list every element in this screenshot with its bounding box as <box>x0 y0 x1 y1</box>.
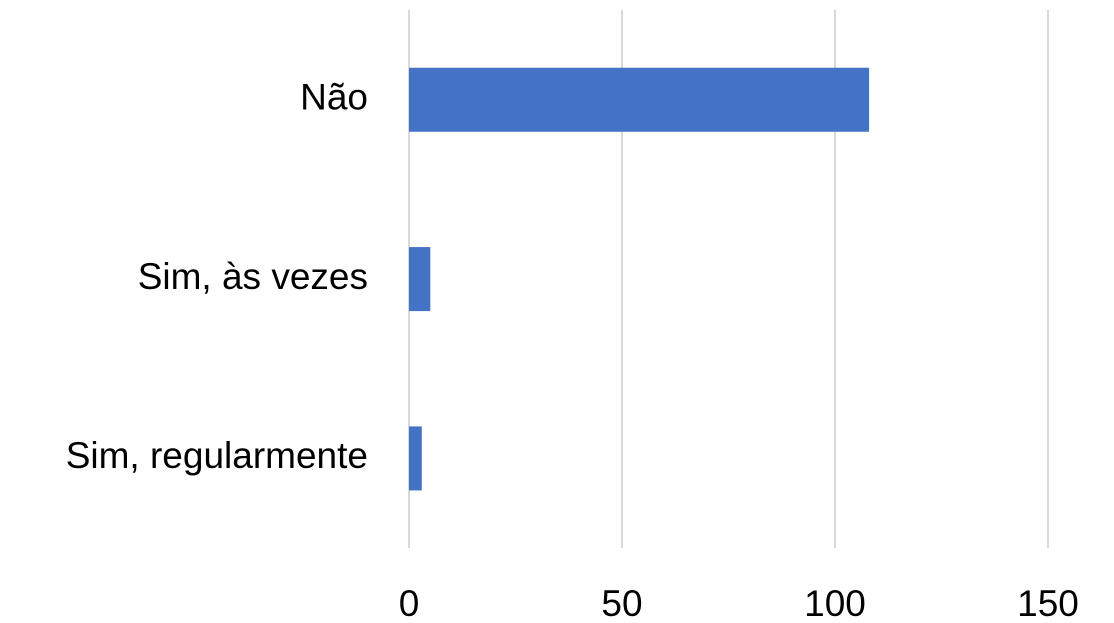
x-tick-label: 0 <box>399 583 420 623</box>
bar <box>409 426 422 491</box>
x-tick-label: 150 <box>1017 583 1079 623</box>
x-tick-label: 50 <box>601 583 642 623</box>
y-tick-label: Não <box>300 76 368 117</box>
y-tick-label: Sim, às vezes <box>138 256 368 297</box>
bar <box>409 67 870 132</box>
bar <box>409 247 431 312</box>
y-tick-label: Sim, regularmente <box>66 435 368 476</box>
x-tick-label: 100 <box>804 583 866 623</box>
